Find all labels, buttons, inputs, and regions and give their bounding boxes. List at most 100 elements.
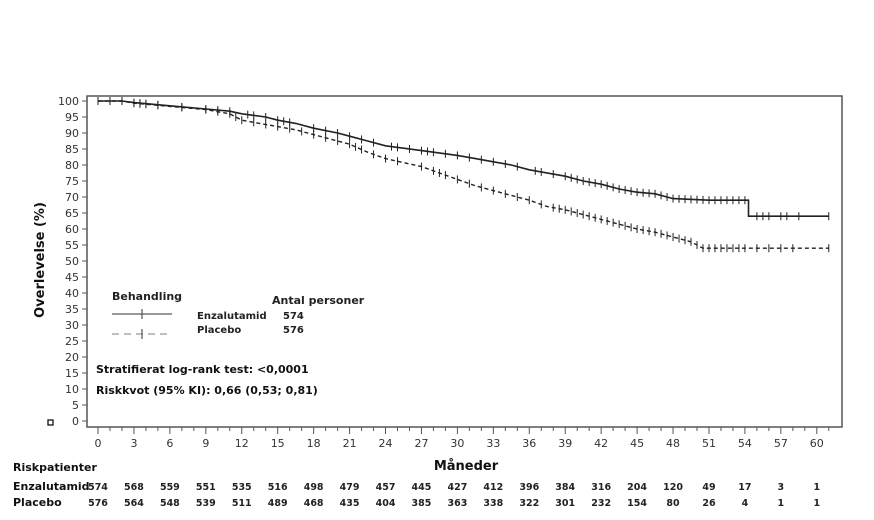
- x-tick-label: 3: [130, 437, 137, 450]
- risk-count-enzalutamid: 479: [340, 482, 360, 493]
- risk-count-enzalutamid: 1: [813, 482, 820, 493]
- x-tick-label: 24: [379, 437, 393, 450]
- risk-count-placebo: 576: [88, 498, 108, 509]
- risk-count-placebo: 232: [591, 498, 611, 509]
- risk-count-enzalutamid: 204: [627, 482, 647, 493]
- legend: Behandling Antal personer Enzalutamid 57…: [112, 290, 365, 339]
- y-tick-label: 100: [58, 95, 79, 108]
- x-tick-label: 18: [307, 437, 321, 450]
- risk-count-enzalutamid: 457: [376, 482, 396, 493]
- curve-enzalutamid: [98, 100, 829, 217]
- risk-count-placebo: 435: [340, 498, 360, 509]
- legend-count-placebo: 576: [283, 325, 304, 336]
- y-tick-label: 55: [65, 239, 79, 252]
- y-tick-label: 90: [65, 127, 79, 140]
- x-tick-label: 9: [202, 437, 209, 450]
- risk-count-enzalutamid: 445: [412, 482, 432, 493]
- small-square-marker: [47, 419, 54, 426]
- risk-count-placebo: 539: [196, 498, 216, 509]
- y-tick-label: 5: [72, 399, 79, 412]
- y-tick-label: 30: [65, 319, 79, 332]
- x-tick-label: 15: [271, 437, 285, 450]
- y-tick-label: 0: [72, 415, 79, 428]
- x-tick-label: 45: [630, 437, 644, 450]
- y-tick-label: 95: [65, 111, 79, 124]
- x-tick-label: 6: [166, 437, 173, 450]
- plot-frame: [86, 95, 843, 428]
- risk-count-placebo: 26: [702, 498, 716, 509]
- x-tick-label: 54: [738, 437, 752, 450]
- y-tick-label: 60: [65, 223, 79, 236]
- y-tick-label: 80: [65, 159, 79, 172]
- risk-count-enzalutamid: 49: [702, 482, 715, 493]
- risk-count-enzalutamid: 574: [88, 482, 108, 493]
- x-tick-label: 21: [343, 437, 357, 450]
- risk-count-enzalutamid: 384: [555, 482, 575, 493]
- risk-count-enzalutamid: 17: [738, 482, 751, 493]
- risk-count-placebo: 80: [666, 498, 680, 509]
- risk-count-enzalutamid: 316: [591, 482, 611, 493]
- y-tick-label: 45: [65, 271, 79, 284]
- legend-label-placebo: Placebo: [197, 325, 241, 336]
- legend-label-enzalutamid: Enzalutamid: [197, 311, 267, 322]
- risk-count-enzalutamid: 120: [663, 482, 683, 493]
- risk-count-enzalutamid: 568: [124, 482, 144, 493]
- x-tick-label: 27: [414, 437, 428, 450]
- risk-count-placebo: 489: [268, 498, 288, 509]
- risk-count-placebo: 548: [160, 498, 180, 509]
- risk-table-title: Riskpatienter: [13, 461, 97, 474]
- hazard-ratio-annotation: Riskkvot (95% KI): 0,66 (0,53; 0,81): [96, 384, 318, 397]
- legend-count-header: Antal personer: [272, 294, 365, 307]
- risk-count-placebo: 322: [519, 498, 539, 509]
- risk-count-enzalutamid: 551: [196, 482, 216, 493]
- risk-count-placebo: 511: [232, 498, 252, 509]
- x-axis-title: Måneder: [434, 459, 499, 474]
- x-tick-label: 30: [450, 437, 464, 450]
- risk-count-enzalutamid: 396: [519, 482, 539, 493]
- y-tick-label: 10: [65, 383, 79, 396]
- risk-count-enzalutamid: 412: [483, 482, 503, 493]
- risk-count-placebo: 301: [555, 498, 575, 509]
- y-tick-label: 65: [65, 207, 79, 220]
- risk-count-placebo: 1: [813, 498, 820, 509]
- risk-row-label-placebo: Placebo: [13, 496, 62, 509]
- curve-placebo: [98, 100, 829, 249]
- y-tick-label: 70: [65, 191, 79, 204]
- risk-count-enzalutamid: 516: [268, 482, 288, 493]
- y-tick-label: 75: [65, 175, 79, 188]
- risk-count-placebo: 154: [627, 498, 647, 509]
- y-axis-title: Overlevelse (%): [33, 202, 48, 318]
- x-tick-label: 60: [810, 437, 824, 450]
- y-tick-label: 85: [65, 143, 79, 156]
- y-axis: 0 5 10 15 20 25 30 35 40 45 50 55 60 65 70 75 80 85 90 95 10…: [58, 95, 87, 428]
- risk-row-label-enzalutamid: Enzalutamid: [13, 480, 90, 493]
- survival-curves: [97, 97, 830, 253]
- y-tick-label: 40: [65, 287, 79, 300]
- risk-count-placebo: 564: [124, 498, 144, 509]
- x-tick-label: 48: [666, 437, 680, 450]
- logrank-annotation: Stratifierat log-rank test: <0,0001: [96, 363, 309, 376]
- x-tick-label: 12: [235, 437, 249, 450]
- risk-count-placebo: 363: [447, 498, 467, 509]
- x-tick-label: 0: [95, 437, 102, 450]
- x-tick-label: 36: [522, 437, 536, 450]
- risk-count-enzalutamid: 3: [778, 482, 785, 493]
- y-tick-label: 15: [65, 367, 79, 380]
- risk-count-placebo: 338: [483, 498, 503, 509]
- risk-count-placebo: 4: [742, 498, 749, 509]
- y-tick-label: 20: [65, 351, 79, 364]
- risk-count-placebo: 385: [412, 498, 432, 509]
- risk-count-enzalutamid: 498: [304, 482, 324, 493]
- risk-count-enzalutamid: 427: [447, 482, 467, 493]
- y-tick-label: 25: [65, 335, 79, 348]
- x-tick-label: 42: [594, 437, 608, 450]
- risk-count-enzalutamid: 535: [232, 482, 252, 493]
- risk-count-placebo: 404: [376, 498, 396, 509]
- x-tick-label: 39: [558, 437, 572, 450]
- x-tick-label: 51: [702, 437, 716, 450]
- risk-count-placebo: 1: [778, 498, 785, 509]
- x-tick-label: 33: [486, 437, 500, 450]
- x-tick-label: 57: [774, 437, 788, 450]
- legend-title: Behandling: [112, 290, 182, 303]
